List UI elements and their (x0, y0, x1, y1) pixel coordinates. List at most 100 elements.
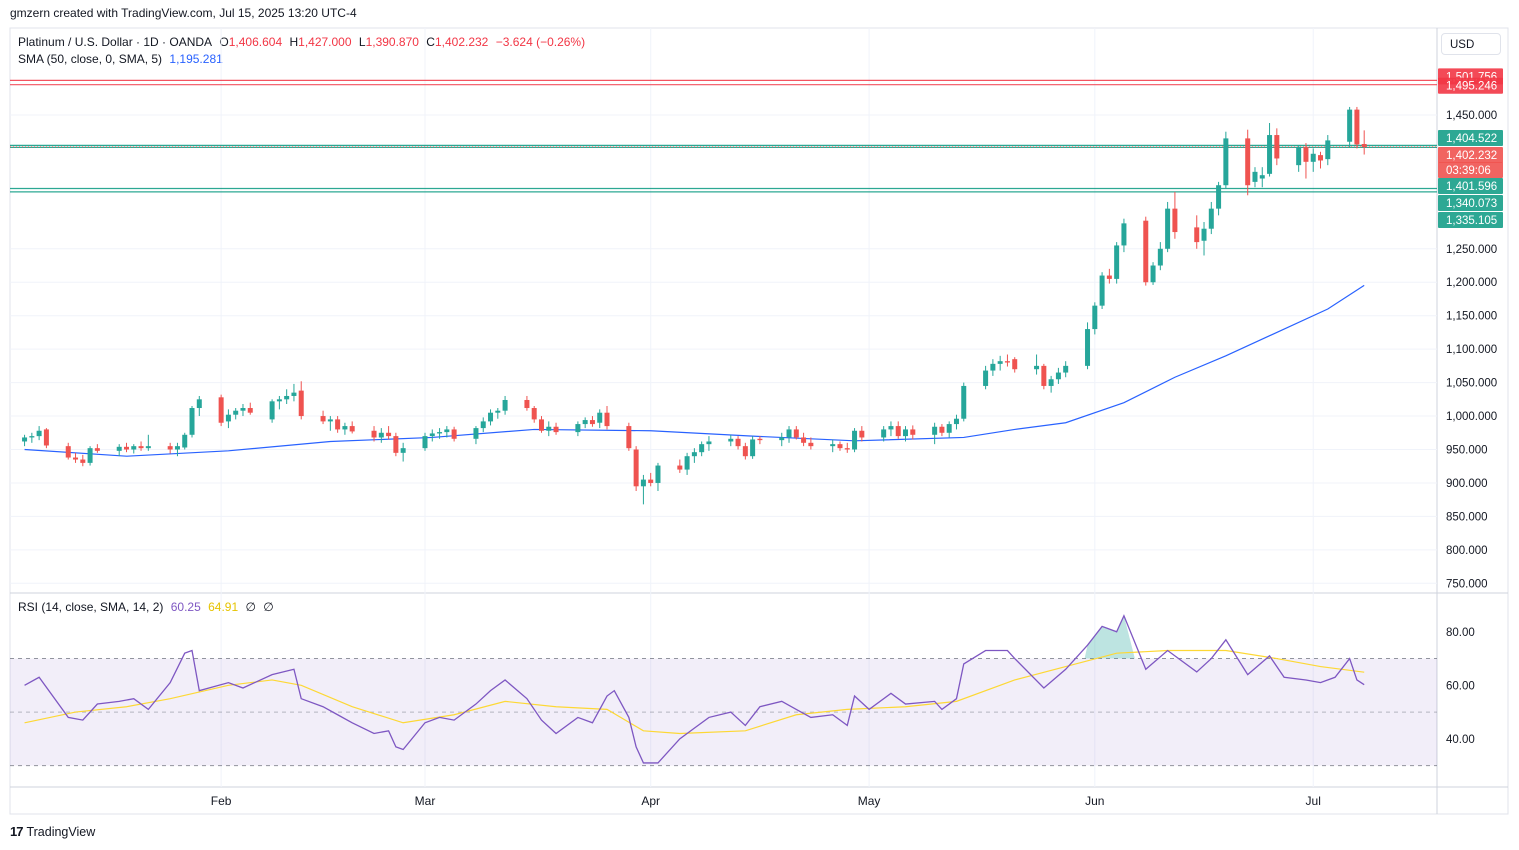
candle-body (706, 441, 712, 445)
candle (1143, 216, 1149, 286)
candle (1063, 361, 1069, 378)
candle-body (349, 426, 355, 432)
candle (640, 474, 646, 505)
candle (298, 381, 304, 420)
level-price-label: 1,495.246 (1438, 77, 1503, 94)
candle-body (699, 444, 705, 453)
level-label-bg (1438, 77, 1503, 94)
candle (735, 436, 741, 450)
candle (1347, 106, 1353, 148)
candle (320, 410, 326, 425)
candle (597, 409, 603, 429)
candle (429, 429, 435, 442)
candle-body (888, 426, 894, 430)
level-label-text: 1,401.596 (1446, 181, 1497, 193)
candle (1354, 106, 1360, 149)
rsi-extra-2: ∅ (263, 600, 274, 614)
candle-body (1208, 208, 1214, 229)
candle-body (684, 456, 690, 470)
candle (1361, 130, 1367, 155)
price-pane (10, 79, 1437, 505)
candle (953, 414, 959, 430)
candle-body (932, 426, 938, 435)
symbol-label[interactable]: Platinum / U.S. Dollar · 1D · OANDA (18, 35, 213, 49)
candle (757, 436, 763, 445)
candle (1055, 367, 1061, 384)
candle-body (1063, 365, 1069, 373)
candle-body (437, 432, 443, 434)
candle (801, 432, 807, 447)
sma-value: 1,195.281 (169, 52, 223, 66)
candle (1194, 215, 1200, 249)
candle-body (655, 465, 661, 483)
candle-body (87, 448, 93, 463)
candle (1012, 357, 1018, 373)
candle-body (1223, 138, 1229, 186)
candle (852, 428, 858, 453)
level-label-text: 03:39:06 (1446, 165, 1491, 177)
candle (1252, 167, 1258, 188)
candle (844, 442, 850, 453)
price-tick-label: 1,200.000 (1446, 277, 1497, 289)
candle-body (36, 430, 42, 437)
candle-body (597, 412, 603, 423)
candle (1092, 302, 1098, 335)
candle-body (400, 448, 406, 453)
candle-body (189, 408, 195, 435)
candle-body (953, 418, 959, 425)
sma-label[interactable]: SMA (50, close, 0, SMA, 5) (18, 52, 163, 66)
candle (961, 382, 967, 422)
candle-body (895, 426, 901, 437)
currency-selector[interactable]: USD (1441, 33, 1501, 55)
candle-body (640, 479, 646, 487)
time-tick-label: Feb (211, 794, 232, 808)
candle-body (225, 414, 231, 422)
candle-body (553, 426, 559, 433)
candle-body (531, 408, 537, 420)
candle (546, 421, 552, 437)
candle-body (837, 444, 843, 449)
candle (1165, 201, 1171, 253)
candle (393, 432, 399, 457)
level-label-bg (1438, 162, 1503, 178)
candle (983, 365, 989, 390)
candle (1216, 181, 1222, 216)
ohlc-change: −3.624 (−0.26%) (495, 35, 586, 49)
candle (422, 432, 428, 451)
candle (808, 437, 814, 450)
ohlc-close: C1,402.232 (426, 35, 489, 49)
rsi-line (24, 614, 1365, 764)
level-price-label: 1,340.073 (1438, 195, 1503, 211)
candle (888, 421, 894, 437)
candle-body (1048, 379, 1054, 386)
candle-body (327, 419, 333, 422)
candle-body (910, 429, 916, 435)
candle (502, 395, 508, 415)
candle (553, 422, 559, 435)
candle (582, 417, 588, 429)
candle (1223, 131, 1229, 189)
time-tick-label: Jul (1306, 794, 1321, 808)
level-label-bg (1438, 147, 1503, 163)
candle (1274, 128, 1280, 166)
candle (1114, 242, 1120, 284)
candle-body (73, 457, 79, 460)
candle-body (735, 438, 741, 447)
candle-body (1216, 185, 1222, 209)
level-label-text: 1,404.522 (1446, 133, 1497, 145)
level-label-text: 1,402.232 (1446, 150, 1497, 162)
level-label-bg (1438, 130, 1503, 146)
candle (43, 428, 49, 449)
candle (779, 432, 785, 447)
rsi-legend: RSI (14, close, SMA, 14, 2) 60.25 64.91 … (18, 600, 278, 614)
candle-body (1274, 135, 1280, 159)
candle-body (1012, 359, 1018, 370)
candle-body (801, 437, 807, 443)
candle-body (240, 408, 246, 411)
candle-body (276, 399, 282, 402)
candle (604, 406, 610, 430)
rsi-label[interactable]: RSI (14, close, SMA, 14, 2) (18, 600, 164, 614)
tradingview-logo-icon: 17 (10, 824, 24, 839)
last-price-label: 1,402.232 (1438, 147, 1503, 163)
